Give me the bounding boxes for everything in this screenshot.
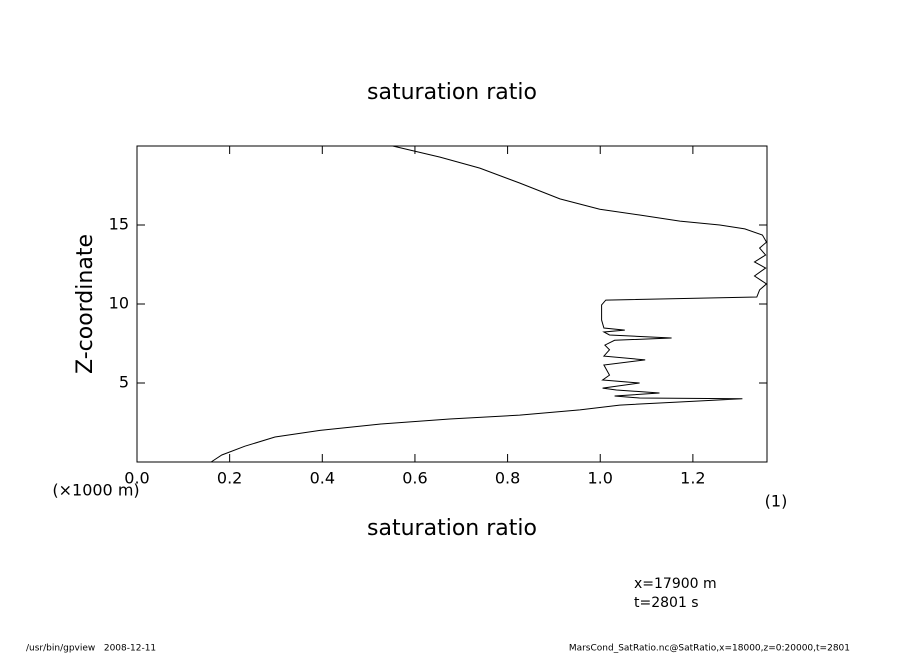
y-axis-label: Z-coordinate: [73, 234, 98, 374]
plot-frame: [136, 145, 768, 463]
annotation: x=17900 m: [634, 576, 717, 592]
profile-line: [210, 145, 768, 463]
footer: /usr/bin/gpview 2008-12-11: [26, 644, 156, 654]
x-tick-label: 0.0: [124, 469, 149, 488]
x-axis-unit: (1): [765, 492, 788, 511]
x-tick-label: 0.4: [310, 469, 335, 488]
x-tick-label: 1.0: [588, 469, 613, 488]
x-tick-label: 0.6: [402, 469, 427, 488]
annotation: t=2801 s: [634, 595, 699, 611]
chart-title: saturation ratio: [367, 80, 537, 105]
y-tick-label: 5: [119, 373, 129, 392]
x-axis-label: saturation ratio: [367, 516, 537, 541]
x-tick-label: 0.2: [217, 469, 242, 488]
y-tick-label: 15: [109, 215, 129, 234]
x-tick-label: 1.2: [680, 469, 705, 488]
y-tick-label: 10: [109, 294, 129, 313]
x-tick-label: 0.8: [495, 469, 520, 488]
y-axis-unit: (×1000 m): [52, 481, 139, 500]
footer: MarsCond_SatRatio.nc@SatRatio,x=18000,z=…: [569, 644, 850, 654]
